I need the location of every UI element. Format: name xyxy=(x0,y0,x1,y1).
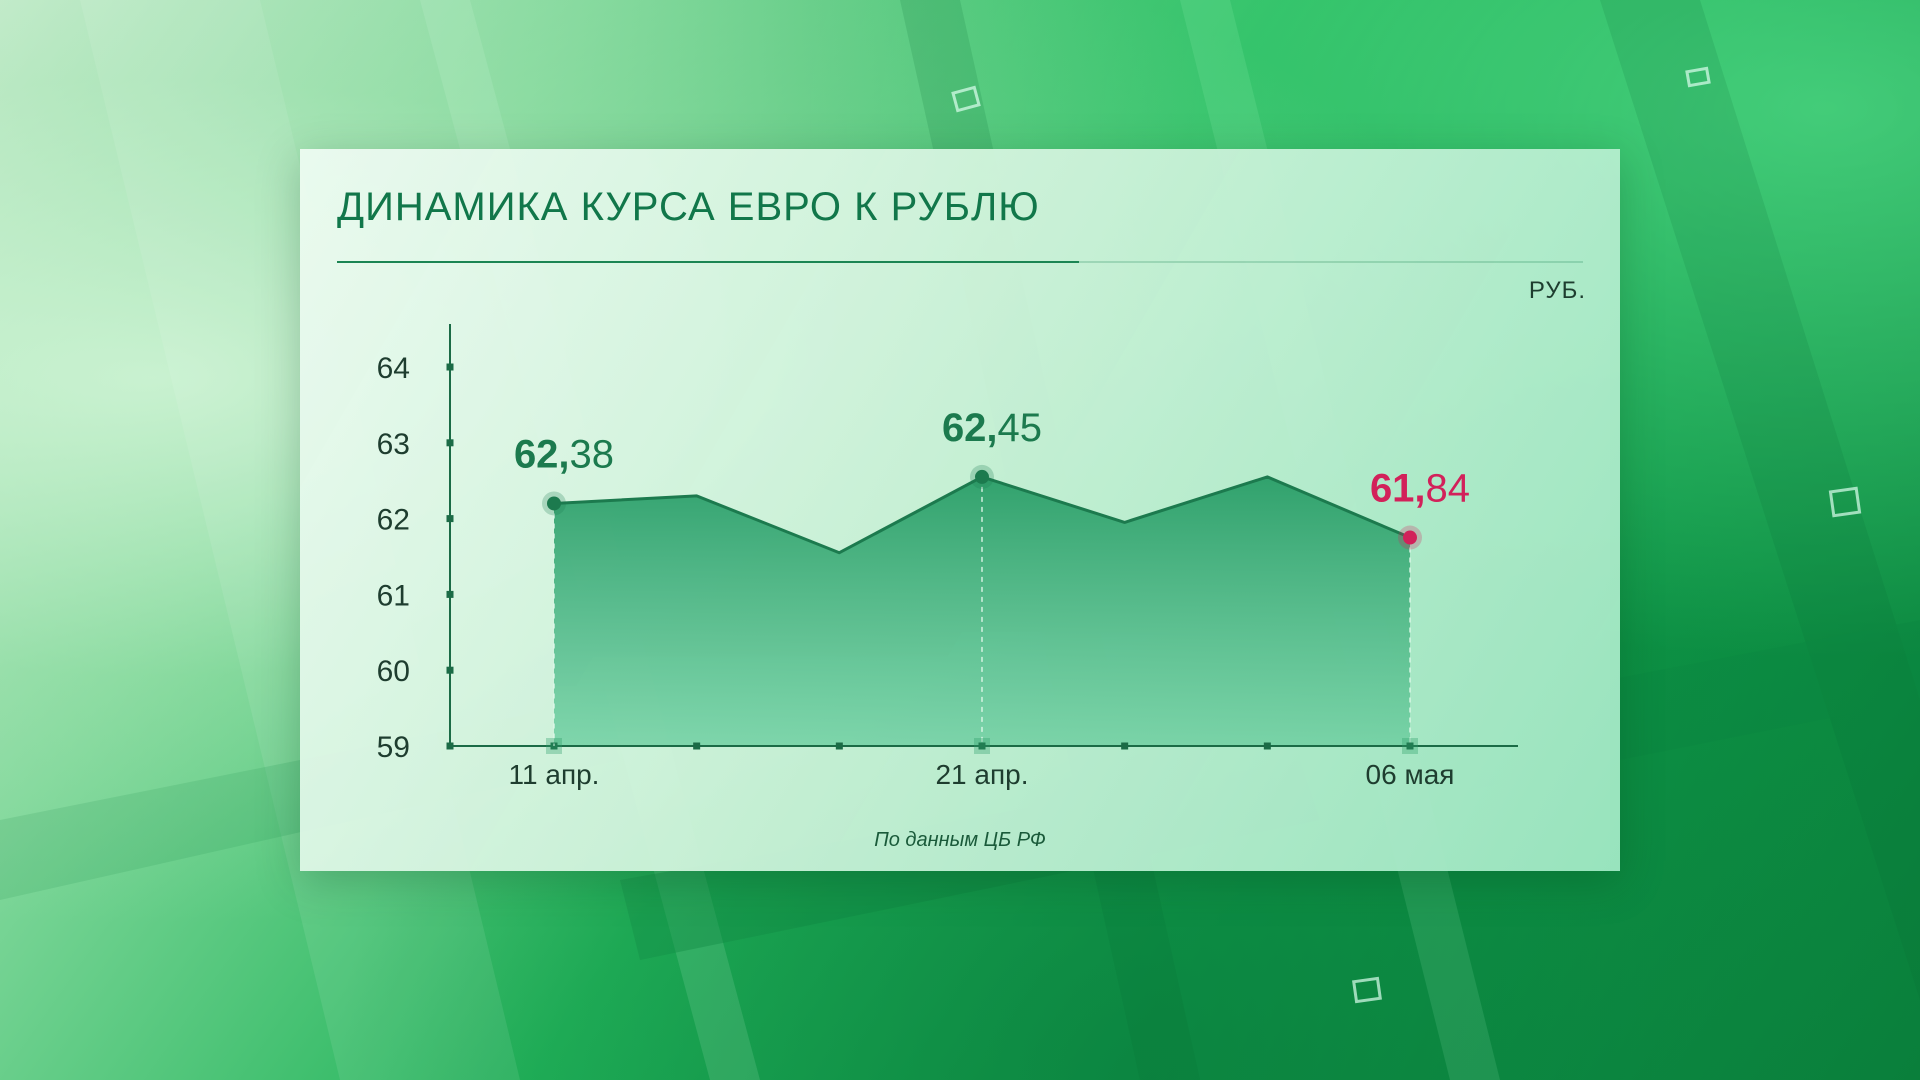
chart-card: ДИНАМИКА КУРСА ЕВРО К РУБЛЮ РУБ. 59 60 61 6… xyxy=(300,149,1620,871)
point-marker xyxy=(975,469,989,484)
value-label-integer: 62, xyxy=(514,432,570,476)
value-label-integer: 61, xyxy=(1370,467,1426,511)
x-tick-highlight xyxy=(1402,738,1418,754)
y-tick-label: 63 xyxy=(377,428,410,461)
value-label-fraction: 38 xyxy=(570,432,615,476)
x-tick-mark xyxy=(1406,742,1414,750)
background-squares xyxy=(951,66,1862,1004)
unit-label: РУБ. xyxy=(1528,277,1586,304)
x-tick-mark xyxy=(1263,742,1271,750)
point-marker xyxy=(1403,530,1417,545)
x-tick-label: 21 апр. xyxy=(935,759,1028,790)
chart-title: ДИНАМИКА КУРСА ЕВРО К РУБЛЮ xyxy=(337,185,1040,229)
source-note: По данным ЦБ РФ xyxy=(874,829,1046,851)
x-tick-mark xyxy=(693,742,701,750)
value-label-fraction: 84 xyxy=(1426,467,1471,511)
x-tick-mark xyxy=(978,742,986,750)
y-tick-mark xyxy=(446,666,454,674)
x-tick-mark xyxy=(835,742,843,750)
y-tick-mark xyxy=(446,515,454,523)
value-label-fraction: 45 xyxy=(998,406,1043,450)
y-tick-label: 61 xyxy=(377,579,410,612)
y-tick-label: 64 xyxy=(377,352,410,385)
y-tick-mark xyxy=(446,363,454,371)
x-tick-label: 11 апр. xyxy=(509,759,600,790)
x-tick-highlight xyxy=(974,738,990,754)
value-label-integer: 62, xyxy=(942,406,998,450)
title-underline-extension xyxy=(1079,261,1583,263)
y-tick-mark xyxy=(446,590,454,598)
value-label: 61,84 xyxy=(1370,467,1470,511)
y-axis: 59 60 61 62 63 64 xyxy=(377,324,454,764)
y-tick-label: 62 xyxy=(377,504,410,537)
y-tick-mark xyxy=(446,439,454,447)
x-tick-mark xyxy=(1121,742,1129,750)
point-marker xyxy=(547,496,561,511)
title-underline xyxy=(337,261,1079,263)
x-tick-highlight xyxy=(546,738,562,754)
y-tick-label: 59 xyxy=(377,731,410,764)
value-label: 62,45 xyxy=(942,406,1042,450)
x-axis: 11 апр. 21 апр. 06 мая xyxy=(450,742,1518,790)
y-tick-label: 60 xyxy=(377,655,410,688)
value-label: 62,38 xyxy=(514,432,614,476)
x-tick-label: 06 мая xyxy=(1366,759,1455,790)
